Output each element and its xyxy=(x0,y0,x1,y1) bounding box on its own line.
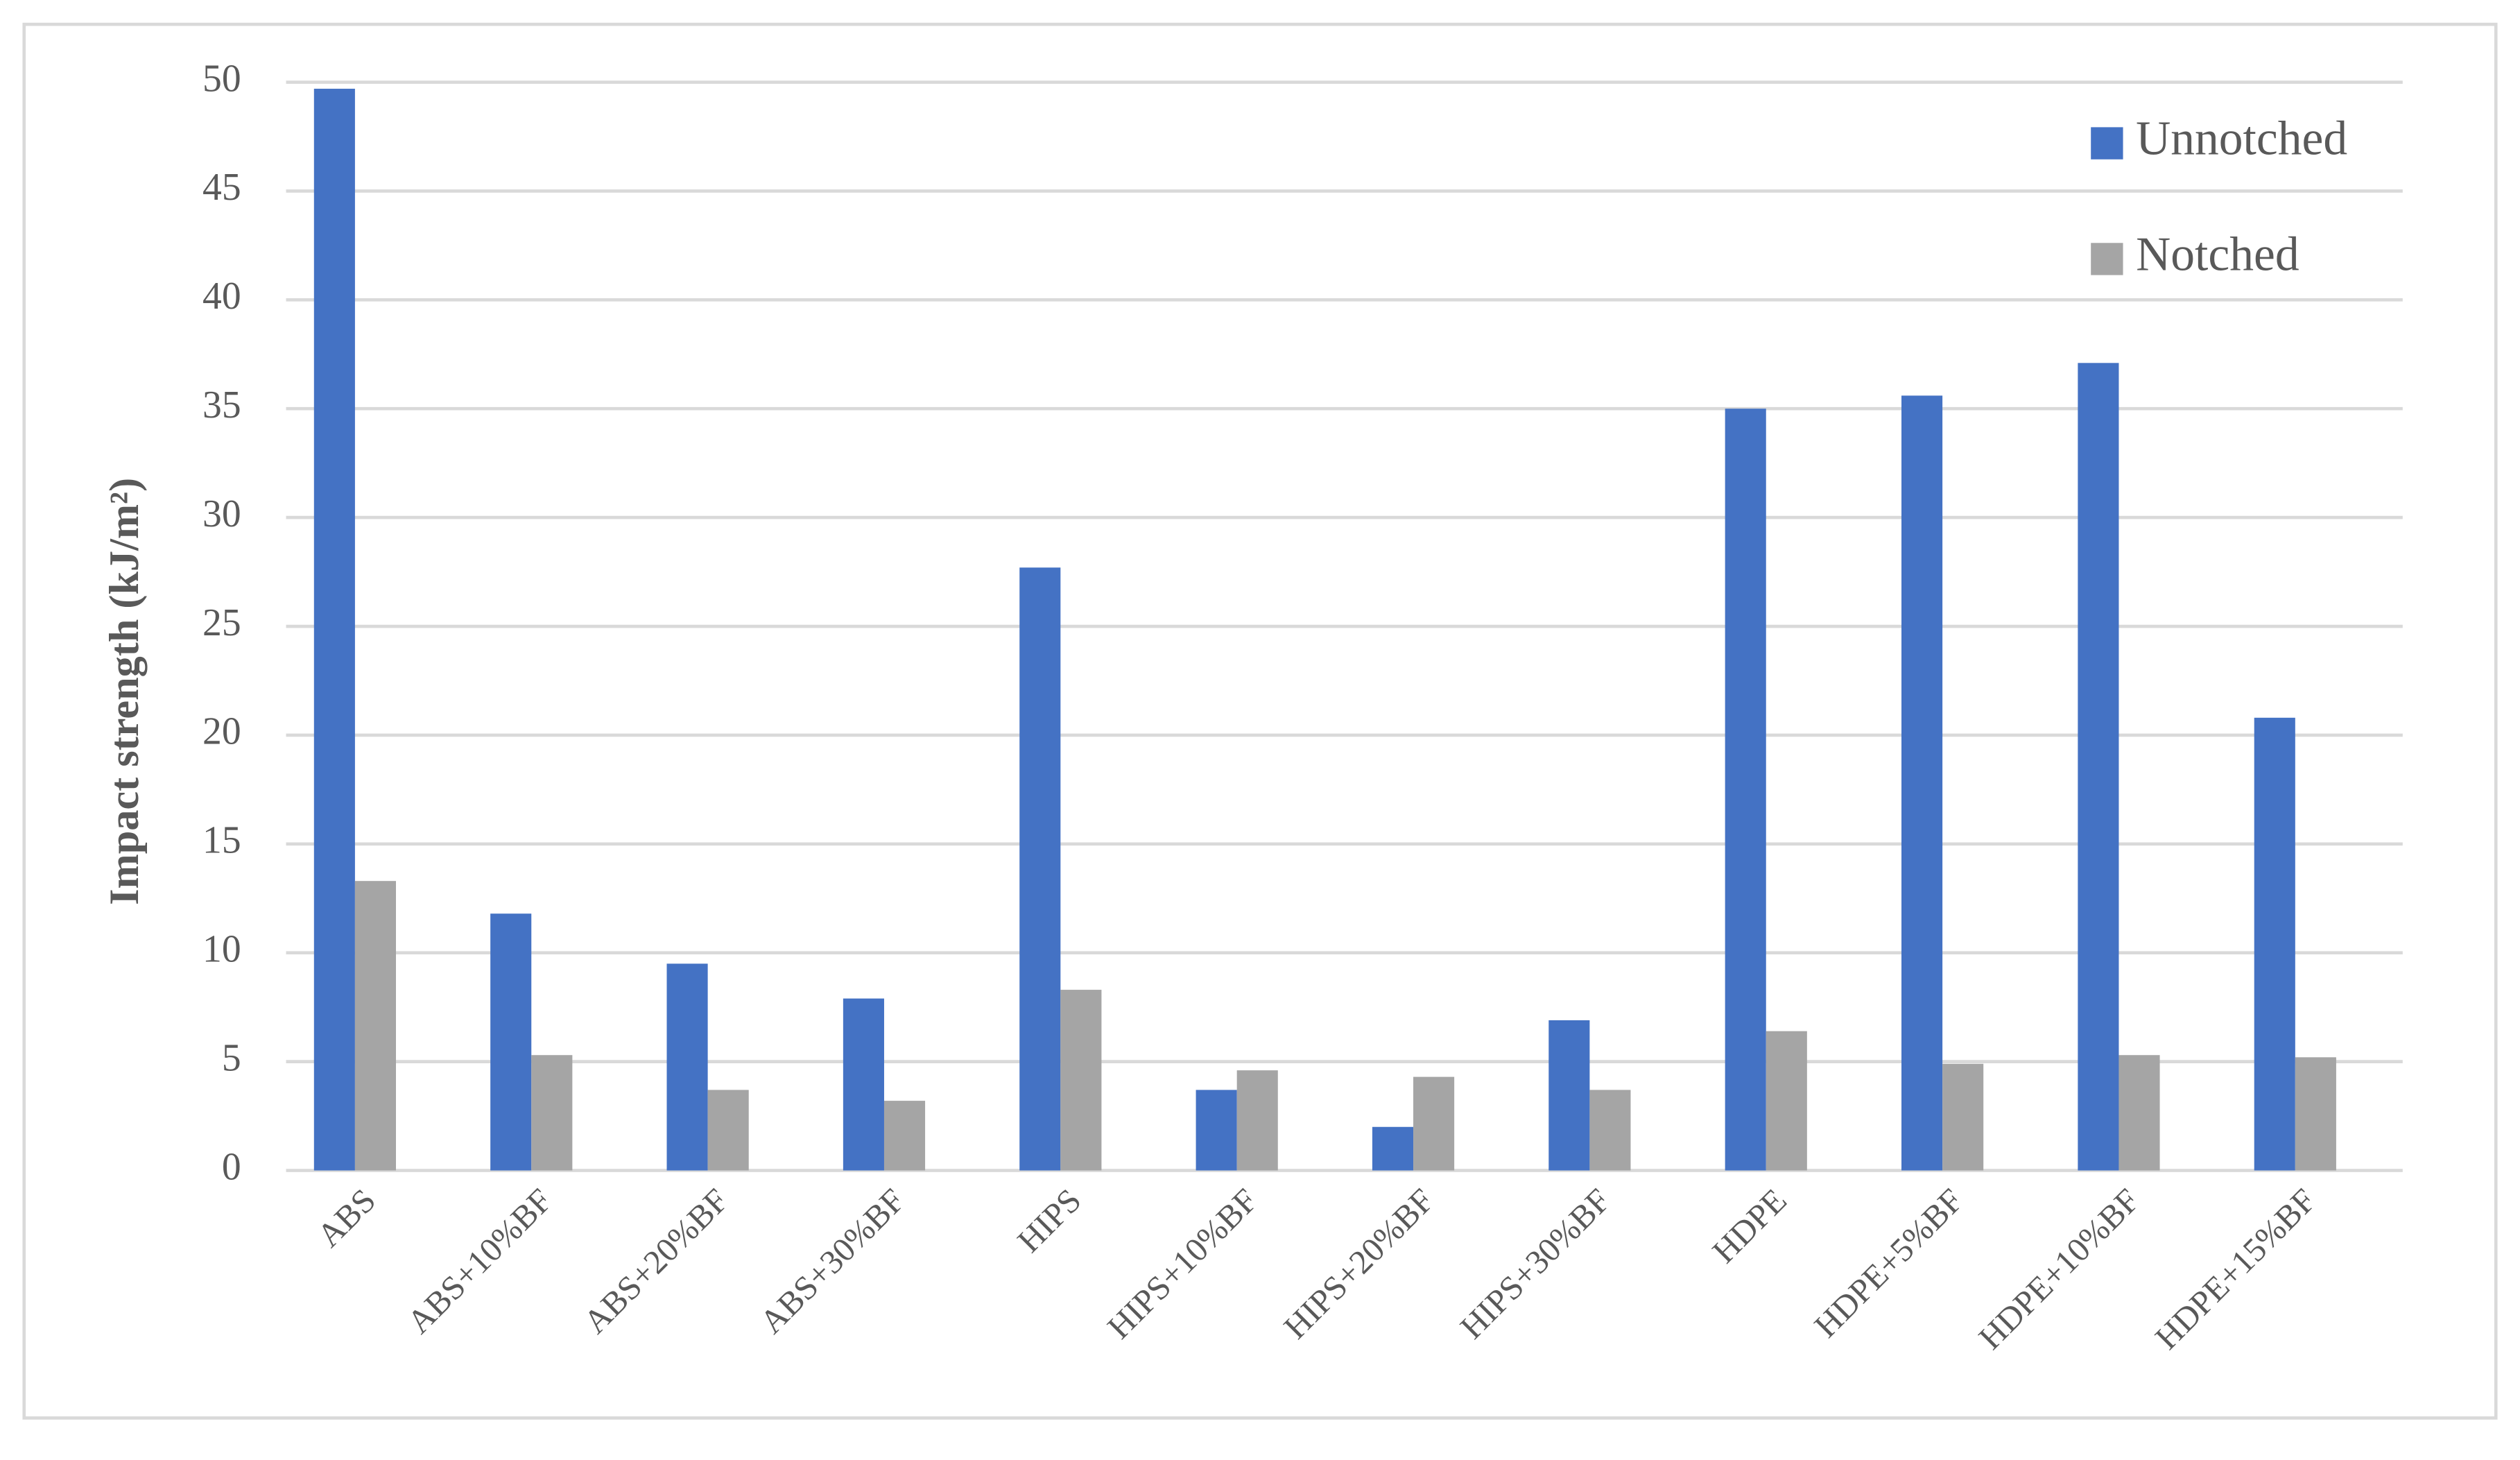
y-tick-label: 10 xyxy=(202,927,241,970)
bar xyxy=(707,1090,749,1171)
x-tick-label: HIPS+20%BF xyxy=(1277,1181,1441,1346)
x-tick-label: ABS+30%BF xyxy=(753,1181,913,1341)
x-tick-label: HDPE+15%BF xyxy=(2148,1181,2323,1357)
bar xyxy=(1196,1090,1237,1171)
bar xyxy=(1766,1031,1807,1171)
chart-border xyxy=(22,22,2498,1420)
x-tick-label: HIPS+10%BF xyxy=(1101,1181,1265,1346)
x-tick-label: HDPE xyxy=(1705,1181,1794,1270)
bar xyxy=(1019,567,1061,1171)
y-axis-title: Impact strength (kJ/m²) xyxy=(101,478,148,905)
x-tick-label: HIPS+30%BF xyxy=(1453,1181,1617,1346)
y-tick-label: 25 xyxy=(202,601,241,644)
bar xyxy=(1548,1020,1590,1171)
x-tick-label: ABS xyxy=(310,1181,383,1254)
bar xyxy=(843,998,884,1171)
legend-label: Notched xyxy=(2136,227,2299,281)
bar xyxy=(313,88,355,1171)
x-tick-label: HDPE+5%BF xyxy=(1807,1181,1970,1344)
bar xyxy=(354,881,396,1171)
bar xyxy=(490,913,532,1171)
bar xyxy=(2295,1057,2336,1171)
bar xyxy=(2078,363,2119,1171)
y-tick-label: 35 xyxy=(202,384,241,427)
legend-swatch xyxy=(2091,243,2123,275)
legend-label: Unnotched xyxy=(2136,112,2347,166)
y-tick-label: 0 xyxy=(222,1145,241,1188)
bar xyxy=(1725,409,1766,1171)
bar xyxy=(1589,1090,1631,1171)
y-tick-label: 15 xyxy=(202,819,241,862)
bar xyxy=(1060,990,1102,1171)
bar xyxy=(2254,717,2295,1171)
x-tick-label: HDPE+10%BF xyxy=(1971,1181,2147,1357)
y-tick-label: 50 xyxy=(202,57,241,100)
bar xyxy=(666,963,708,1171)
x-tick-label: ABS+10%BF xyxy=(400,1181,560,1341)
bar xyxy=(531,1055,573,1171)
bar xyxy=(1901,395,1943,1171)
x-tick-label: ABS+20%BF xyxy=(576,1181,736,1341)
bar xyxy=(2118,1055,2160,1171)
x-tick-label: HIPS xyxy=(1010,1181,1089,1260)
bar xyxy=(1372,1126,1414,1171)
bar xyxy=(883,1101,926,1171)
y-tick-label: 20 xyxy=(202,710,241,753)
bar xyxy=(1413,1076,1455,1171)
bar xyxy=(1236,1070,1278,1171)
legend-swatch xyxy=(2091,127,2123,160)
y-tick-label: 45 xyxy=(202,166,241,209)
bar xyxy=(1942,1063,1984,1171)
y-tick-label: 40 xyxy=(202,275,241,318)
y-tick-label: 5 xyxy=(222,1036,241,1079)
y-tick-label: 30 xyxy=(202,492,241,535)
